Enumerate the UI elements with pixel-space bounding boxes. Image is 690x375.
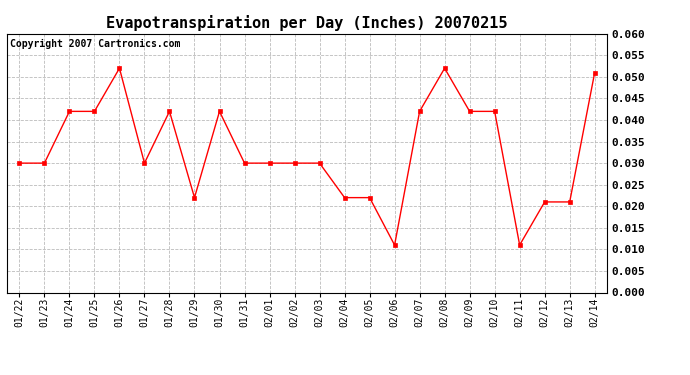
Text: Copyright 2007 Cartronics.com: Copyright 2007 Cartronics.com <box>10 39 180 49</box>
Title: Evapotranspiration per Day (Inches) 20070215: Evapotranspiration per Day (Inches) 2007… <box>106 15 508 31</box>
